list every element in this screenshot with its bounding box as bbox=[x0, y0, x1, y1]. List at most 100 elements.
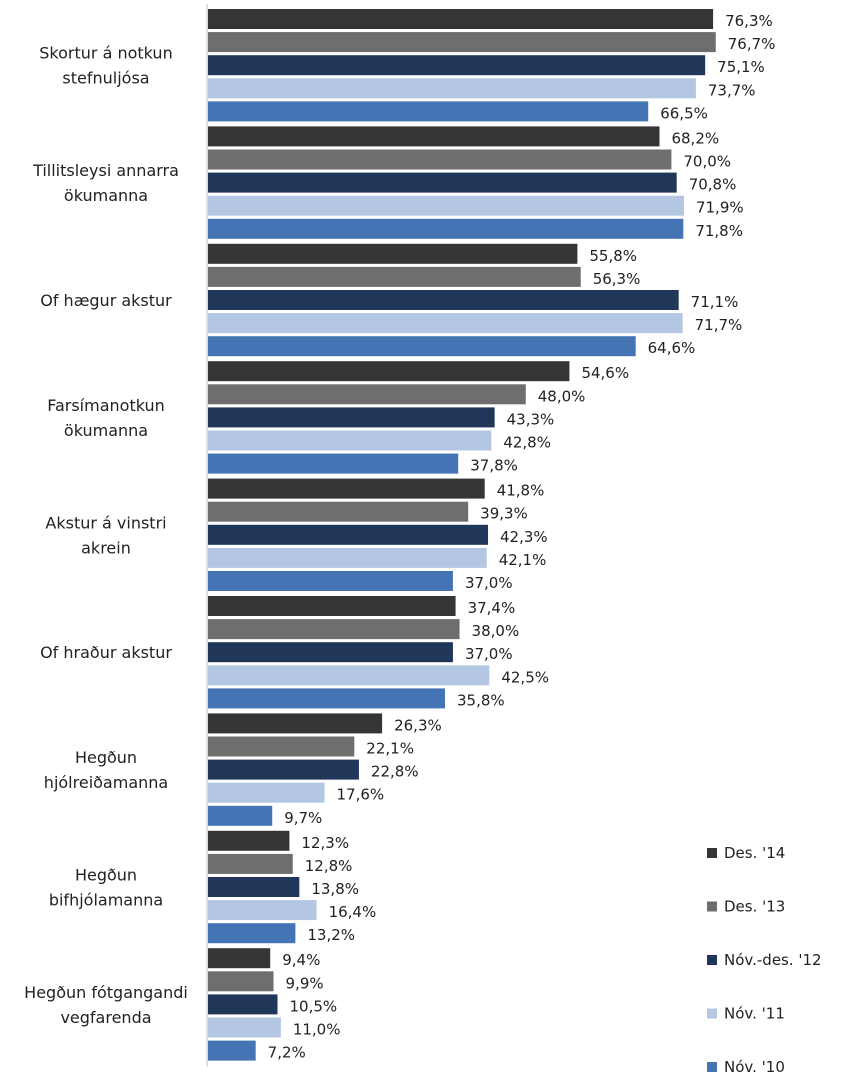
bar bbox=[208, 900, 317, 921]
data-label: 73,7% bbox=[708, 81, 756, 99]
category-label-line: Farsímanotkun bbox=[47, 396, 165, 415]
bar bbox=[208, 55, 706, 76]
category-label-line: stefnuljósa bbox=[62, 69, 149, 88]
bar bbox=[208, 361, 570, 382]
bar bbox=[208, 453, 459, 474]
data-label: 26,3% bbox=[394, 716, 442, 734]
bar bbox=[208, 759, 359, 780]
bar bbox=[208, 336, 636, 357]
bar bbox=[208, 619, 460, 640]
bar bbox=[208, 149, 672, 170]
bar bbox=[208, 266, 581, 287]
data-label: 37,4% bbox=[468, 599, 516, 617]
bar-group: 76,3% 76,7% 75,1% 73,7%66,5% bbox=[208, 9, 775, 122]
category-labels: Skortur á notkun stefnuljósa Tillitsleysi … bbox=[24, 44, 188, 1027]
legend-label: Nóv. '11 bbox=[724, 1005, 785, 1023]
category-label: Of hægur akstur bbox=[40, 291, 172, 310]
data-label: 10,5% bbox=[290, 997, 338, 1015]
bar bbox=[208, 218, 684, 239]
bar bbox=[208, 665, 490, 686]
data-label: 76,3% bbox=[725, 12, 773, 30]
bar bbox=[208, 830, 290, 851]
data-label: 68,2% bbox=[671, 129, 719, 147]
data-label: 71,8% bbox=[695, 222, 743, 240]
category-label: Farsímanotkun ökumanna bbox=[47, 396, 165, 440]
bar bbox=[208, 9, 714, 29]
bar-group: 68,2% 70,0% 70,8% 71,9% 71,8% bbox=[208, 126, 744, 240]
bar bbox=[208, 384, 526, 405]
data-label: 42,1% bbox=[499, 551, 547, 569]
bar bbox=[208, 736, 355, 757]
category-label: Akstur á vinstri akrein bbox=[45, 513, 166, 557]
category-label-line: akrein bbox=[81, 538, 131, 557]
bar bbox=[208, 407, 495, 428]
data-label: 13,8% bbox=[311, 880, 359, 898]
data-label: 42,8% bbox=[503, 434, 551, 452]
category-label-line: Tillitsleysi annarra bbox=[32, 161, 179, 180]
category-label-line: hjólreiðamanna bbox=[44, 773, 168, 792]
category-label-line: Akstur á vinstri bbox=[45, 513, 166, 532]
data-label: 55,8% bbox=[589, 247, 637, 265]
data-label: 37,0% bbox=[465, 574, 513, 592]
legend-label: Des. '13 bbox=[724, 898, 785, 916]
category-label-line: ökumanna bbox=[64, 421, 148, 440]
data-label: 22,1% bbox=[366, 740, 414, 758]
category-label: Hegðun bifhjólamanna bbox=[49, 866, 163, 910]
data-label: 9,9% bbox=[286, 974, 324, 992]
category-label-line: Hegðun bbox=[75, 866, 137, 885]
data-label: 11,0% bbox=[293, 1021, 341, 1039]
legend-item: Des. '14 bbox=[707, 844, 785, 862]
data-label: 76,7% bbox=[728, 35, 776, 53]
bar-group: 54,6% 48,0% 43,3% 42,8% 37,8% bbox=[208, 361, 629, 475]
category-label-line: vegfarenda bbox=[60, 1008, 151, 1027]
bar bbox=[208, 805, 273, 826]
data-label: 75,1% bbox=[717, 58, 765, 76]
data-label: 12,3% bbox=[301, 834, 349, 852]
category-label: Skortur á notkun stefnuljósa bbox=[39, 44, 172, 88]
data-label: 70,8% bbox=[689, 176, 737, 194]
bar bbox=[208, 642, 453, 663]
bar bbox=[208, 126, 660, 147]
bar bbox=[208, 524, 489, 545]
category-label: Hegðun fótgangandi vegfarenda bbox=[24, 983, 188, 1027]
bar bbox=[208, 877, 300, 897]
legend-item: Nóv. '10 bbox=[707, 1058, 785, 1075]
bar bbox=[208, 971, 274, 992]
data-label: 71,7% bbox=[695, 316, 743, 334]
bar bbox=[208, 243, 578, 264]
bar-group: 26,3% 22,1% 22,8% 17,6% 9,7% bbox=[208, 713, 442, 827]
data-label: 48,0% bbox=[538, 387, 586, 405]
legend-swatch bbox=[707, 955, 717, 965]
data-label: 43,3% bbox=[507, 410, 555, 428]
category-label-line: Of hraður akstur bbox=[40, 643, 172, 662]
data-label: 41,8% bbox=[497, 482, 545, 500]
data-label: 17,6% bbox=[337, 786, 385, 804]
category-label: Hegðun hjólreiðamanna bbox=[44, 748, 168, 792]
bar bbox=[208, 313, 683, 334]
category-label-line: ökumanna bbox=[64, 186, 148, 205]
bar bbox=[208, 853, 293, 874]
bar bbox=[208, 782, 325, 803]
bar-group: 9,4% 9,9% 10,5% 11,0% 7,2% bbox=[208, 948, 341, 1062]
data-label: 54,6% bbox=[581, 364, 629, 382]
data-label: 13,2% bbox=[307, 926, 355, 944]
legend-item: Des. '13 bbox=[707, 898, 785, 916]
bar bbox=[208, 478, 485, 499]
data-label: 7,2% bbox=[268, 1044, 306, 1062]
legend-label: Nóv.-des. '12 bbox=[724, 951, 822, 969]
bar bbox=[208, 172, 677, 193]
data-label: 42,3% bbox=[500, 528, 548, 546]
bars-layer: 76,3% 76,7% 75,1% 73,7%66,5% 68,2% 70,0% 70,8%… bbox=[208, 9, 775, 1062]
bar bbox=[208, 430, 492, 451]
data-label: 56,3% bbox=[593, 270, 641, 288]
data-label: 38,0% bbox=[472, 622, 520, 640]
data-label: 37,8% bbox=[470, 457, 518, 475]
bar bbox=[208, 923, 296, 944]
bar bbox=[208, 78, 696, 99]
data-label: 22,8% bbox=[371, 763, 419, 781]
data-label: 70,0% bbox=[683, 153, 731, 171]
legend-label: Nóv. '10 bbox=[724, 1058, 785, 1075]
legend-swatch bbox=[707, 848, 717, 858]
data-label: 39,3% bbox=[480, 505, 528, 523]
